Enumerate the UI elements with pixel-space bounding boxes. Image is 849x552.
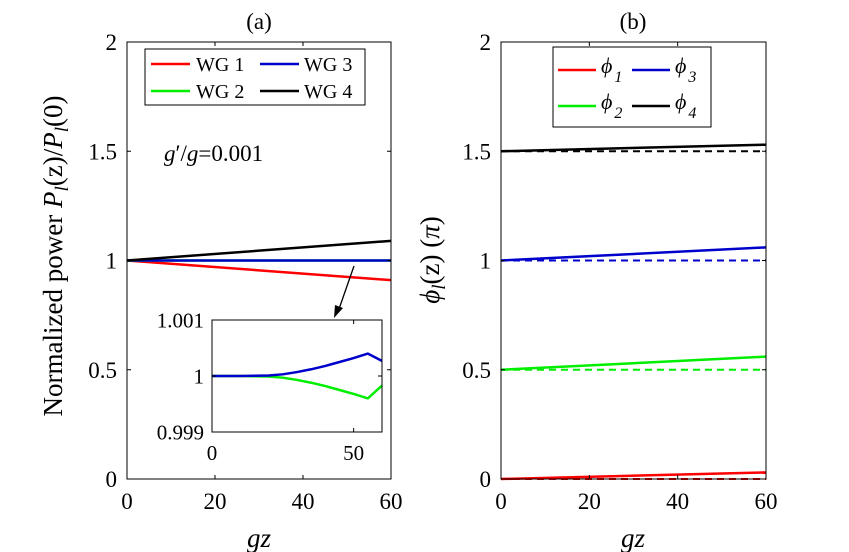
panel-a-legend: WG 1 WG 3 WG 2 WG 4 xyxy=(144,48,366,106)
panel-b-ytick-label-1: 1 xyxy=(480,249,492,274)
panel-a-xtick-label-40: 40 xyxy=(292,489,315,514)
panel-a-series-wg4 xyxy=(126,239,392,262)
panel-b-ylabel-phi: ϕ xyxy=(415,290,445,304)
inset-ytick-label-1.001: 1.001 xyxy=(157,308,204,332)
panel-a-ylabel-end: (0) xyxy=(38,96,68,127)
panel-a-title: (a) xyxy=(246,9,272,34)
panel-a-legend-box xyxy=(144,48,366,106)
panel-a-xtick-label-20: 20 xyxy=(204,489,227,514)
panel-b-legend-box xyxy=(552,46,712,128)
panel-a-ytick-label-2: 2 xyxy=(106,30,118,55)
panel-a-series-group xyxy=(126,239,392,282)
legend-label-wg2: WG 2 xyxy=(196,81,244,103)
panel-a-ytick-label-1: 1 xyxy=(106,249,118,274)
panel-a-xtick-label-60: 60 xyxy=(380,489,403,514)
panel-b-ylabel-pi: π xyxy=(415,224,445,239)
panel-b-series-1 xyxy=(500,471,767,481)
panel-a-xtick-label-0: 0 xyxy=(121,489,133,514)
panel-b-ylabel-mid: (z) ( xyxy=(415,239,445,285)
panel-a: (a) 0 20 40 60 0 0.5 1 1.5 2 Normalized power Pl… xyxy=(38,9,403,552)
inset-arrow-shaft xyxy=(338,265,355,310)
legend-phi4-sub: 4 xyxy=(688,105,696,122)
panel-b-ticks: 0 20 40 60 0 0.5 1 1.5 2 xyxy=(462,30,777,514)
panel-a-ylabel: Normalized power Pl(z)/Pl(0) xyxy=(38,96,73,417)
legend-phi3-sym: ϕ xyxy=(675,53,686,78)
annotation-g2: g xyxy=(187,141,199,166)
legend-phi2-sym: ϕ xyxy=(601,89,612,114)
legend-label-wg3: WG 3 xyxy=(304,54,352,76)
panel-b-xtick-label-20: 20 xyxy=(578,489,601,514)
panel-a-ytick-label-0.5: 0.5 xyxy=(88,358,117,383)
annotation-eq: =0.001 xyxy=(198,141,263,166)
panel-b-xtick-label-0: 0 xyxy=(495,489,507,514)
annotation-g: g xyxy=(164,141,176,166)
panel-a-ticks: 0 20 40 60 0 0.5 1 1.5 2 xyxy=(88,30,402,514)
annotation-slash: / xyxy=(181,141,188,166)
panel-b-series-group xyxy=(500,143,767,481)
panel-b-ytick-label-1.5: 1.5 xyxy=(462,139,491,164)
legend-label-wg1: WG 1 xyxy=(196,54,244,76)
panel-b-series-2 xyxy=(500,355,767,371)
inset-ticks: 0 50 0.999 1 1.001 xyxy=(157,308,382,465)
inset-ytick-label-0.999: 0.999 xyxy=(157,420,204,444)
inset-xtick-label-50: 50 xyxy=(343,441,364,465)
panel-b-series-4 xyxy=(500,143,767,153)
inset-arrow-head xyxy=(334,305,343,318)
panel-b-title: (b) xyxy=(620,9,647,34)
panel-a-ylabel-mid: (z)/ xyxy=(38,148,68,186)
inset-series-group xyxy=(212,352,383,400)
panel-a-annotation: g′/g=0.001 xyxy=(164,141,263,166)
panel-a-ylabel-p2: P xyxy=(38,132,68,150)
legend-phi1-sub: 1 xyxy=(614,69,622,86)
panel-b-ytick-label-0.5: 0.5 xyxy=(462,358,491,383)
inset: 0 50 0.999 1 1.001 xyxy=(157,308,383,465)
panel-a-ylabel-prefix: Normalized power xyxy=(38,208,68,416)
legend-phi4-sym: ϕ xyxy=(675,89,686,114)
inset-xtick-label-0: 0 xyxy=(207,441,218,465)
panel-b-xtick-label-40: 40 xyxy=(666,489,689,514)
panel-b-xlabel: gz xyxy=(621,523,646,552)
panel-b-ylabel-sub: l xyxy=(429,284,450,289)
panel-a-ylabel-sub1: l xyxy=(52,186,73,191)
inset-arrow xyxy=(334,265,355,318)
panel-a-series-wg1 xyxy=(126,259,392,282)
inset-series-wg3 xyxy=(212,352,383,378)
panel-a-xlabel: gz xyxy=(247,523,272,552)
legend-phi3-sub: 3 xyxy=(687,69,696,86)
panel-b-series-3 xyxy=(500,246,767,262)
legend-phi2-sub: 2 xyxy=(614,105,622,122)
panel-a-ylabel-sub2: l xyxy=(52,127,73,132)
panel-b-ytick-label-2: 2 xyxy=(480,30,492,55)
panel-b-ytick-label-0: 0 xyxy=(480,467,492,492)
legend-label-wg4: WG 4 xyxy=(304,81,352,103)
panel-a-ytick-label-1.5: 1.5 xyxy=(88,139,117,164)
panel-b-ylabel: ϕl(z) (π) xyxy=(415,216,450,304)
panel-b-xtick-label-60: 60 xyxy=(755,489,778,514)
panel-a-ylabel-p1: P xyxy=(38,192,68,210)
annotation-prime: ′ xyxy=(176,141,181,166)
legend-phi1-sym: ϕ xyxy=(601,53,612,78)
inset-ytick-label-1: 1 xyxy=(194,364,205,388)
panel-b-ylabel-end: ) xyxy=(415,216,445,225)
panel-a-ytick-label-0: 0 xyxy=(106,467,118,492)
